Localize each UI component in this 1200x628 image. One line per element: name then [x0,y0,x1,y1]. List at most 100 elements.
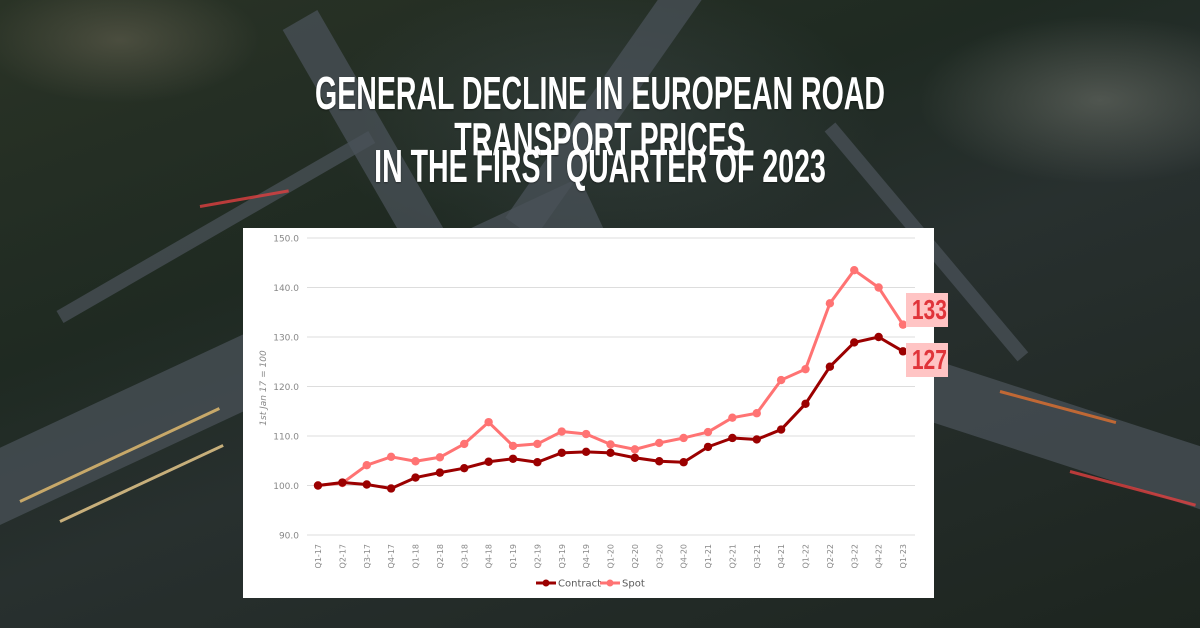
y-tick-label: 100.0 [273,482,299,492]
x-tick-label: Q2-18 [436,544,445,568]
x-tick-label: Q3-19 [558,544,567,568]
x-tick-label: Q3-22 [850,544,859,568]
y-tick-label: 130.0 [273,334,299,344]
x-tick-label: Q1-18 [412,544,421,568]
contract-point [898,347,908,356]
spot-point [874,283,883,292]
road-shape [920,361,1200,543]
contract-point [630,453,640,462]
spot-point [435,453,445,462]
legend-spot-marker [606,579,614,587]
x-tick-label: Q4-19 [582,544,591,568]
x-tick-label: Q2-21 [728,544,737,568]
contract-point [874,332,883,342]
x-tick-label: Q4-17 [387,544,396,568]
spot-point [655,438,664,448]
legend: Contract Spot [536,579,645,590]
y-tick-label: 90.0 [279,532,299,542]
x-tick-label: Q2-17 [338,544,347,568]
contract-point [825,362,835,371]
x-tick-labels: Q1-17 Q2-17 Q3-17 Q4-17 Q1-18 Q2-18 Q3-18 Q4-18… [314,544,908,568]
contract-point [655,457,664,466]
contract-point [435,468,445,477]
grid-lines [307,237,915,536]
contract-point [386,484,396,493]
spot-point [386,452,396,461]
contract-point [557,448,566,458]
contract-point [776,425,786,434]
contract-point [728,433,737,443]
x-tick-label: Q4-21 [777,544,786,568]
spot-point [679,433,688,443]
x-tick-label: Q1-20 [607,544,616,568]
y-tick-label: 150.0 [273,235,299,245]
contract-line [317,335,904,490]
spot-point [825,299,835,308]
x-tick-label: Q2-19 [533,544,542,568]
contract-point [338,478,347,487]
spot-point [630,445,640,454]
legend-contract-marker [542,579,550,587]
spot-point [581,429,591,439]
spot-point [606,440,615,449]
x-tick-label: Q3-17 [363,544,372,568]
contract-point [508,454,518,463]
legend-spot-label: Spot [622,579,645,590]
spot-point [557,427,566,436]
x-tick-label: Q2-20 [631,544,640,568]
x-tick-label: Q4-18 [485,544,494,568]
x-tick-label: Q1-21 [704,544,713,568]
legend-contract-label: Contract [558,579,601,590]
series-spot [313,265,908,490]
contract-point [533,458,542,467]
y-tick-label: 110.0 [273,433,299,443]
contract-point [703,442,713,452]
spot-point [898,320,908,329]
line-chart: 90.0 100.0 110.0 120.0 130.0 140.0 150.0 1st J… [259,235,915,590]
chart-card: 90.0 100.0 110.0 120.0 130.0 140.0 150.0 1st J… [243,228,934,598]
headline-line-2: in the first quarter of 2023 [374,140,826,192]
spot-end-value: 133 [911,294,947,325]
contract-point [362,480,371,489]
y-tick-label: 140.0 [273,284,299,294]
spot-point [801,364,810,374]
contract-point [484,457,493,466]
spot-point [776,375,786,385]
contract-point [801,399,810,409]
contract-end-value-badge: 127 [906,343,948,377]
y-tick-labels: 90.0 100.0 110.0 120.0 130.0 140.0 150.0 [273,235,299,542]
contract-point [679,458,688,467]
y-axis-label: 1st Jan 17 = 100 [259,350,269,426]
spot-point [752,409,761,418]
x-tick-label: Q4-20 [680,544,689,568]
contract-point [313,481,323,490]
spot-point [850,265,859,275]
spot-point [533,439,542,449]
series-group [313,265,908,493]
x-tick-label: Q1-22 [802,544,811,568]
x-tick-label: Q2-22 [826,544,835,568]
spot-point [508,441,518,451]
contract-point [752,435,761,444]
contract-point [411,473,420,482]
contract-point [581,447,591,457]
contract-point [606,448,615,458]
headline-line-1: General decline in European road transpo… [315,67,885,165]
y-tick-label: 120.0 [273,383,299,393]
x-tick-label: Q4-22 [875,544,884,568]
x-tick-label: Q1-23 [899,544,908,568]
x-tick-label: Q3-18 [460,544,469,568]
spot-point [411,457,420,466]
spot-point [703,427,713,437]
spot-point [484,417,493,427]
spot-end-value-badge: 133 [906,293,948,327]
contract-point [460,463,469,473]
x-tick-label: Q1-19 [509,544,518,568]
x-tick-label: Q1-17 [314,544,323,568]
x-tick-label: Q3-20 [655,544,664,568]
contract-point [850,338,859,347]
spot-point [460,439,469,449]
spot-point [728,413,737,422]
spot-point [362,461,371,470]
series-contract [313,332,908,493]
